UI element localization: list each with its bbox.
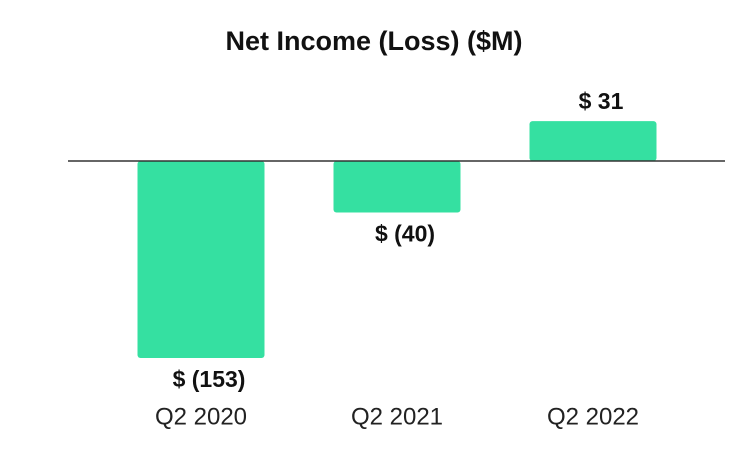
- x-tick-label: Q2 2021: [351, 403, 443, 430]
- bar: [137, 161, 265, 358]
- bar: [333, 161, 461, 213]
- value-label: $ 31: [579, 88, 624, 114]
- x-tick-label: Q2 2020: [155, 403, 247, 430]
- value-label: $ (40): [375, 221, 435, 247]
- bar: [529, 121, 657, 161]
- x-tick-label: Q2 2022: [547, 403, 639, 430]
- value-label: $ (153): [173, 366, 246, 392]
- chart-title: Net Income (Loss) ($M): [225, 26, 522, 56]
